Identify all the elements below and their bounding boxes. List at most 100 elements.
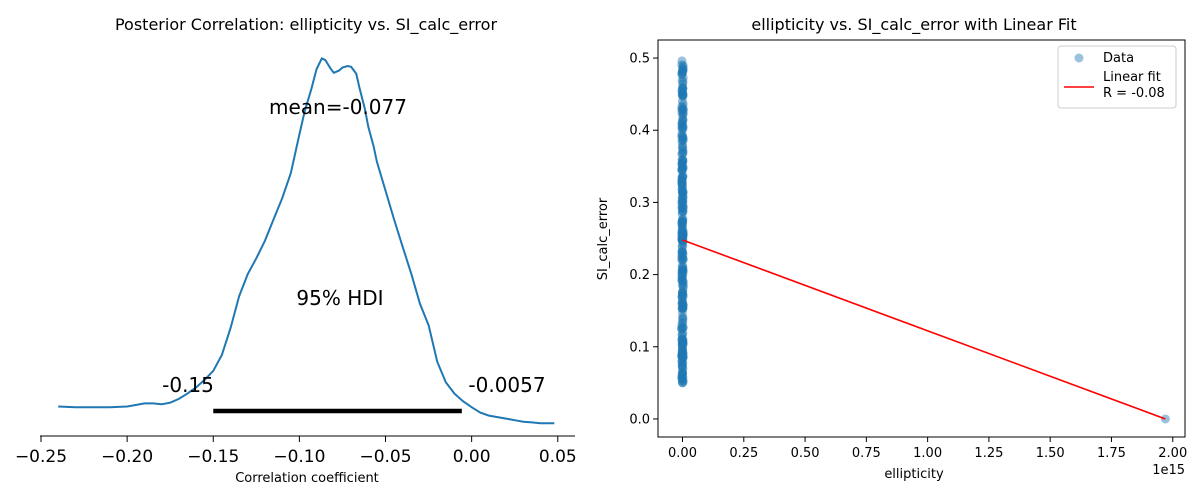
data-point [678,312,688,322]
data-point [678,187,688,197]
data-point [677,348,687,358]
hdi-high-label: -0.0057 [468,373,545,397]
scatter-x-ticks: 0.00 0.25 0.50 0.75 1.00 1.25 1.50 1.75 2.00 [668,437,1187,461]
data-point [678,253,688,263]
data-point [678,347,688,357]
data-point [678,315,688,325]
data-point [677,196,687,206]
data-point [678,162,688,172]
data-point [677,242,687,252]
data-point [678,281,688,291]
data-point [678,299,688,309]
data-point [678,247,688,257]
data-point [677,160,687,170]
scatter-panel: ellipticity vs. SI_calc_error with Linea… [596,15,1187,482]
data-point [677,160,687,170]
data-point [677,70,687,80]
data-point [678,304,688,314]
scatter-y-label: SI_calc_error [596,197,611,280]
data-point [678,163,688,173]
data-point [677,225,687,235]
data-point [678,228,688,238]
data-point [678,135,688,145]
data-point [678,201,688,211]
data-point [678,99,688,109]
data-point [677,104,687,114]
data-point [677,246,687,256]
data-point [677,356,687,366]
data-point [677,89,687,99]
mean-label: mean=-0.077 [269,95,407,119]
data-point [678,352,688,362]
data-point [677,351,687,361]
data-point [677,184,687,194]
data-point [678,339,688,349]
data-point [678,232,688,242]
data-point [677,229,687,239]
data-point [677,175,687,185]
data-point [678,358,688,368]
data-point [677,142,687,152]
data-point [677,266,687,276]
data-point [677,303,687,313]
data-point [678,83,688,93]
posterior-title: Posterior Correlation: ellipticity vs. S… [115,15,497,35]
scatter-x-tick-label: 2.00 [1158,446,1187,461]
posterior-x-tick-label: −0.10 [273,447,325,467]
data-point [677,105,687,115]
data-point [677,235,687,245]
data-point [678,339,688,349]
data-point [678,172,688,182]
data-point [677,273,687,283]
data-point [678,276,688,286]
data-point [677,179,687,189]
data-point [677,287,687,297]
data-point [677,288,687,298]
data-point [677,124,687,134]
data-point [678,349,688,359]
data-point [677,165,687,175]
data-point [677,164,687,174]
data-point [678,84,688,94]
data-point [677,344,687,354]
data-point [678,109,688,119]
scatter-plot-frame [657,39,1186,438]
data-point [678,131,688,141]
data-point [678,228,688,238]
data-point [678,102,688,112]
data-point [677,338,687,348]
data-point [677,119,687,129]
scatter-title: ellipticity vs. SI_calc_error with Linea… [751,15,1076,35]
data-point [677,339,687,349]
data-point [677,118,687,128]
data-point [677,351,687,361]
data-point [678,90,688,100]
data-point [677,129,687,139]
data-point [677,223,687,233]
data-point [678,73,688,83]
data-point [677,90,687,100]
data-point [678,352,688,362]
data-point [677,321,687,331]
data-point [677,209,687,219]
data-point [677,68,687,78]
data-point [678,230,688,240]
data-point [678,377,688,387]
data-point [678,65,688,75]
data-point [677,176,687,186]
data-point [678,60,688,70]
data-point [677,131,687,141]
scatter-y-tick-label: 0.2 [629,268,650,283]
data-point [677,350,687,360]
data-point [678,155,688,165]
scatter-x-tick-label: 1.25 [974,446,1003,461]
scatter-x-tick-label: 0.75 [852,446,881,461]
data-point [678,66,688,76]
data-point [677,299,687,309]
data-point [677,251,687,261]
legend-box [1057,45,1177,109]
data-point [677,195,687,205]
data-point [678,142,688,152]
data-point [677,355,687,365]
data-point [678,249,688,259]
